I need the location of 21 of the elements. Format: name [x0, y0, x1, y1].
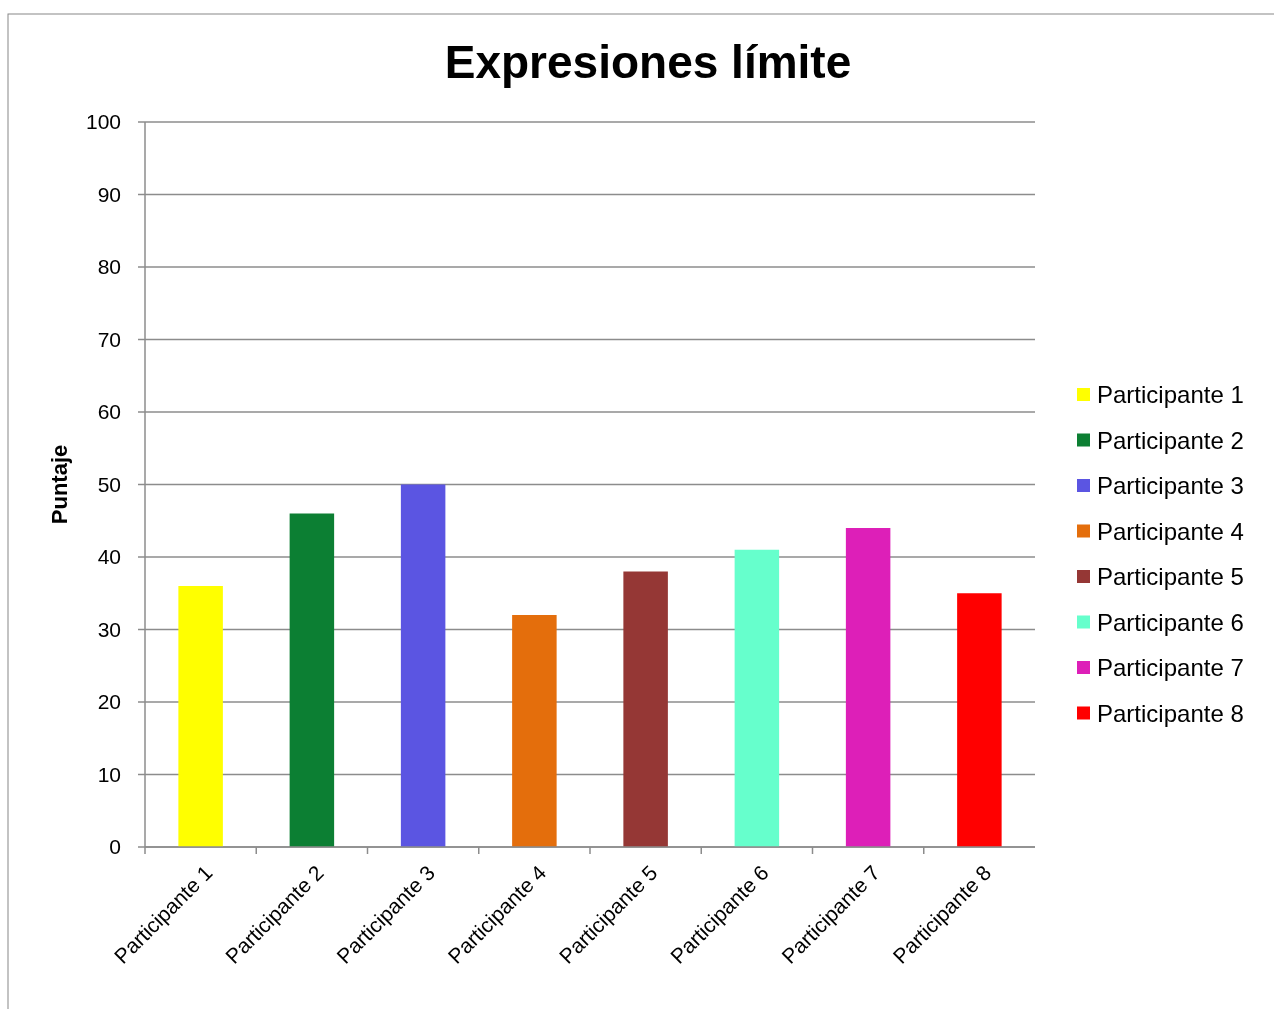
y-axis-title: Puntaje: [47, 444, 72, 525]
y-tick-label: 50: [97, 472, 121, 496]
legend-label: Participante 5: [1097, 563, 1244, 591]
legend-label: Participante 8: [1097, 699, 1244, 727]
y-tick-label: 20: [97, 690, 121, 714]
y-tick-label: 10: [97, 762, 121, 786]
legend-label: Participante 1: [1097, 381, 1244, 409]
y-tick-label: 90: [97, 182, 121, 206]
legend-label: Participante 2: [1097, 426, 1244, 454]
legend-label: Participante 4: [1097, 517, 1244, 545]
y-tick-label: 60: [97, 400, 121, 424]
y-tick-label: 100: [85, 110, 121, 134]
legend-label: Participante 6: [1097, 608, 1244, 636]
y-tick-label: 70: [97, 327, 121, 351]
legend-label: Participante 3: [1097, 472, 1244, 500]
legend-label: Participante 7: [1097, 654, 1244, 682]
y-tick-label: 0: [109, 835, 121, 859]
y-tick-label: 80: [97, 255, 121, 279]
y-tick-label: 30: [97, 617, 121, 641]
y-tick-label: 40: [97, 545, 121, 569]
chart-title: Expresiones límite: [444, 36, 852, 88]
